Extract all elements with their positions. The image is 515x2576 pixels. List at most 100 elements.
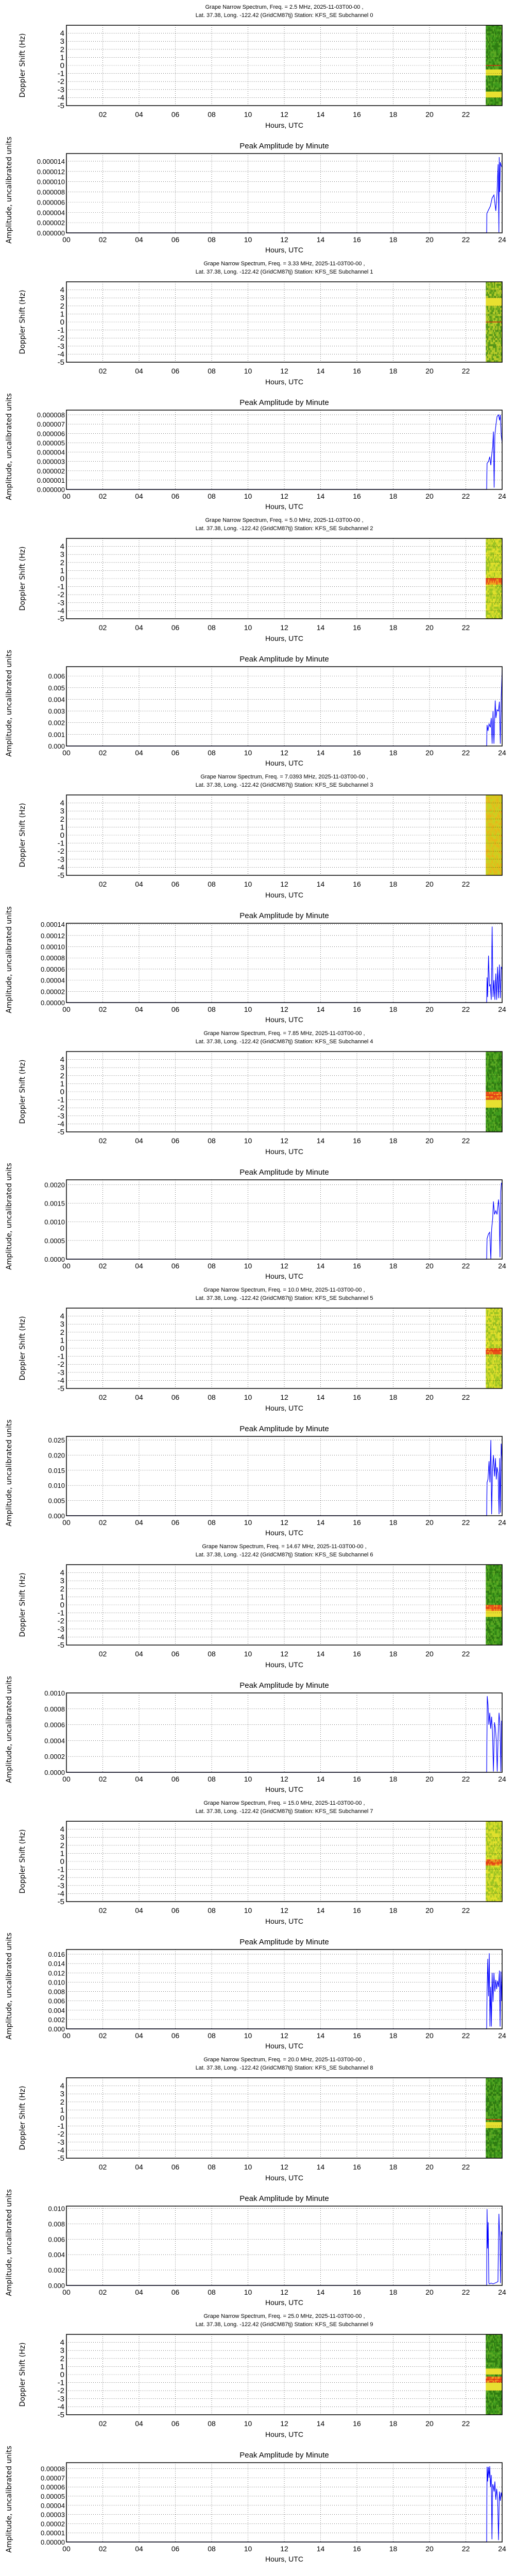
amplitude-ytick: 0.000000: [37, 486, 65, 494]
spectrum-ytick: 3: [60, 1577, 64, 1585]
spectrum-ytick: 2: [60, 815, 64, 824]
spectrum-xtick: 12: [280, 110, 288, 118]
spectrogram-heatmap: [486, 538, 503, 619]
amplitude-xtick: 18: [389, 235, 398, 244]
spectrum-ytick: 4: [60, 1825, 64, 1834]
amplitude-xtick: 24: [498, 749, 506, 757]
amplitude-xtick: 14: [317, 2031, 325, 2040]
spectrum-xtick: 18: [389, 2419, 398, 2428]
spectrum-frame: [66, 538, 503, 619]
amplitude-xtick: 08: [208, 2031, 216, 2040]
amplitude-title: Peak Amplitude by Minute: [239, 1681, 329, 1690]
amplitude-ylabel: Amplitude, uncalibrated units: [5, 1163, 13, 1270]
spectrum-xtick: 20: [425, 623, 434, 632]
amplitude-xtick: 16: [353, 492, 361, 500]
amplitude-xtick: 12: [280, 1775, 288, 1783]
spectrum-xtick: 16: [353, 1906, 361, 1914]
spectrum-ytick: -3: [58, 1625, 64, 1634]
spectrum-xtick: 02: [99, 2163, 107, 2171]
amplitude-xtick: 02: [99, 1775, 107, 1783]
amplitude-xtick: 06: [171, 2031, 180, 2040]
spectrum-chart: Grape Narrow Spectrum, Freq. = 2.5 MHz, …: [19, 4, 503, 129]
spectrum-title-line-2: Lat. 37.38, Long. -122.42 (GridCM87tj) S…: [196, 1808, 373, 1815]
amplitude-xtick: 24: [498, 2545, 506, 2553]
spectrum-xlabel: Hours, UTC: [265, 378, 303, 386]
amplitude-ylabel: Amplitude, uncalibrated units: [5, 906, 13, 1013]
amplitude-ytick: 0.010: [48, 2205, 65, 2212]
spectrum-ytick: -5: [58, 1897, 64, 1906]
spectrum-ylabel: Doppler Shift (Hz): [19, 1829, 27, 1894]
panel-svg: Grape Narrow Spectrum, Freq. = 2.5 MHz, …: [5, 4, 506, 254]
amplitude-ytick: 0.004: [48, 2251, 65, 2259]
spectrum-xtick: 20: [425, 880, 434, 888]
spectrum-grid: [66, 1565, 502, 1645]
amplitude-frame: [66, 153, 503, 233]
spectrum-title-line-1: Grape Narrow Spectrum, Freq. = 25.0 MHz,…: [203, 2313, 365, 2319]
spectrum-grid: [66, 25, 502, 106]
amplitude-xtick: 06: [171, 1775, 180, 1783]
spectrum-xtick: 08: [208, 2163, 216, 2171]
spectrum-title-line-2: Lat. 37.38, Long. -122.42 (GridCM87tj) S…: [196, 12, 373, 19]
spectrum-xtick: 10: [244, 110, 252, 118]
amplitude-chart: Peak Amplitude by Minute 0.000000 0.000001…: [5, 393, 506, 511]
spectrum-xtick: 12: [280, 880, 288, 888]
amplitude-xtick: 22: [462, 1775, 470, 1783]
spectrum-xlabel: Hours, UTC: [265, 121, 303, 129]
amplitude-ytick: 0.008: [48, 2220, 65, 2228]
amplitude-ylabel: Amplitude, uncalibrated units: [5, 1676, 13, 1783]
amplitude-xtick: 04: [135, 492, 143, 500]
amplitude-ytick: 0.00007: [41, 2474, 65, 2482]
spectrum-grid: [66, 2078, 502, 2158]
amplitude-xtick: 24: [498, 492, 506, 500]
amplitude-chart: Peak Amplitude by Minute 0.00000 0.00002 0.…: [5, 906, 506, 1024]
panel-svg: Grape Narrow Spectrum, Freq. = 15.0 MHz,…: [5, 1800, 506, 2050]
spectrum-ytick: -3: [58, 2138, 64, 2147]
spectrum-xtick: 10: [244, 623, 252, 632]
amplitude-xtick: 22: [462, 2545, 470, 2553]
amplitude-xtick: 22: [462, 2031, 470, 2040]
amplitude-xtick: 20: [425, 749, 434, 757]
amplitude-xtick: 02: [99, 749, 107, 757]
spectrum-xtick: 18: [389, 1650, 398, 1658]
amplitude-ytick: 0.000005: [37, 439, 65, 447]
amplitude-xtick: 16: [353, 2031, 361, 2040]
amplitude-ytick: 0.0020: [44, 1181, 65, 1189]
amplitude-xtick: 16: [353, 1005, 361, 1013]
amplitude-xtick: 12: [280, 1518, 288, 1527]
spectrum-chart: Grape Narrow Spectrum, Freq. = 7.0393 MH…: [19, 774, 503, 899]
spectrum-ytick: -4: [58, 1889, 64, 1898]
spectrum-ytick: -5: [58, 1384, 64, 1393]
amplitude-xtick: 18: [389, 1005, 398, 1013]
amplitude-xtick: 16: [353, 1518, 361, 1527]
amplitude-xtick: 16: [353, 1775, 361, 1783]
spectrum-xtick: 20: [425, 110, 434, 118]
amplitude-ytick: 0.000002: [37, 467, 65, 475]
amplitude-ytick: 0.0002: [44, 1753, 65, 1760]
spectrum-xtick: 20: [425, 1137, 434, 1145]
amplitude-xtick: 06: [171, 1005, 180, 1013]
spectrum-title-line-1: Grape Narrow Spectrum, Freq. = 2.5 MHz, …: [205, 4, 363, 10]
spectrum-ytick: -1: [58, 583, 64, 591]
amplitude-series-line: [66, 926, 503, 1003]
amplitude-xtick: 06: [171, 1518, 180, 1527]
spectrum-ytick: 0: [60, 574, 64, 583]
spectrum-xtick: 10: [244, 1906, 252, 1914]
amplitude-ytick: 0.000003: [37, 458, 65, 466]
spectrum-ytick: -5: [58, 101, 64, 110]
amplitude-xtick: 00: [62, 1518, 71, 1527]
spectrum-xtick: 18: [389, 367, 398, 375]
amplitude-xtick: 00: [62, 749, 71, 757]
spectrum-title-line-1: Grape Narrow Spectrum, Freq. = 10.0 MHz,…: [203, 1287, 365, 1293]
amplitude-ylabel: Amplitude, uncalibrated units: [5, 1933, 13, 2040]
spectrum-ytick: 3: [60, 2346, 64, 2355]
amplitude-xtick: 18: [389, 492, 398, 500]
spectrum-ytick: 1: [60, 2106, 64, 2114]
amplitude-grid: [66, 410, 502, 489]
spectrum-ytick: 2: [60, 2098, 64, 2107]
amplitude-ytick: 0.000: [48, 742, 65, 750]
amplitude-ytick: 0.006: [48, 1997, 65, 2005]
amplitude-xlabel: Hours, UTC: [265, 1785, 303, 1793]
spectrum-ytick: -3: [58, 599, 64, 607]
subchannel-panel-9: Grape Narrow Spectrum, Freq. = 25.0 MHz,…: [0, 2309, 515, 2566]
amplitude-xtick: 00: [62, 235, 71, 244]
